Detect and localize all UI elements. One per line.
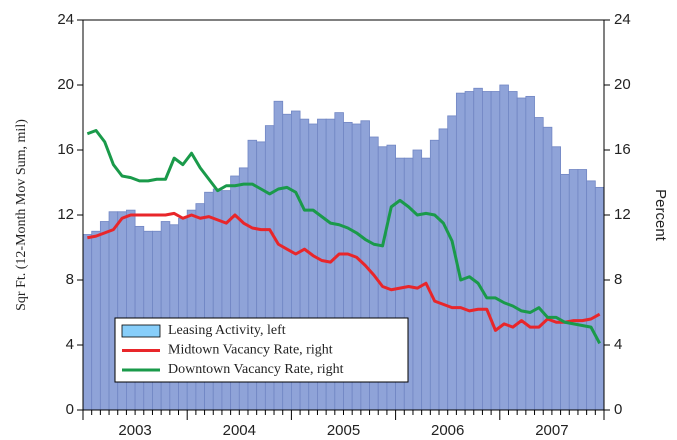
bar [516, 97, 527, 411]
y2-tick-label: 20 [614, 76, 631, 93]
y2-tick-label: 12 [614, 206, 631, 223]
bar [525, 95, 535, 411]
y2-tick-label: 0 [614, 401, 622, 418]
y2-tick-label: 24 [614, 11, 631, 28]
bar [482, 91, 492, 411]
bar [577, 169, 588, 411]
bar [82, 234, 93, 411]
y2-tick-label: 16 [614, 141, 631, 158]
y-tick-label: 8 [66, 271, 74, 288]
bar [447, 115, 457, 411]
x-tick-label: 2007 [535, 422, 568, 439]
bar [534, 117, 544, 411]
legend-label: Midtown Vacancy Rate, right [168, 343, 333, 358]
x-tick-label: 2003 [118, 422, 151, 439]
bar [499, 84, 509, 411]
y2-tick-label: 4 [614, 336, 622, 353]
bar [91, 230, 101, 411]
y2-tick-label: 8 [614, 271, 622, 288]
legend-label: Downtown Vacancy Rate, right [168, 362, 344, 377]
lines [86, 129, 601, 345]
bar [551, 146, 561, 411]
bar [568, 169, 579, 411]
bar [560, 173, 570, 411]
bar [490, 91, 501, 411]
bar [99, 221, 110, 411]
bar [586, 180, 596, 411]
y-tick-label: 24 [57, 11, 74, 28]
y-tick-label: 16 [57, 141, 74, 158]
bar [594, 186, 605, 411]
y-tick-label: 0 [66, 401, 74, 418]
x-tick-label: 2006 [431, 422, 464, 439]
legend-label: Leasing Activity, left [168, 323, 286, 338]
bar [438, 128, 449, 411]
line [87, 211, 601, 332]
y-tick-label: 12 [57, 206, 74, 223]
y-tick-label: 20 [57, 76, 74, 93]
legend-swatch [121, 324, 161, 338]
x-tick-label: 2005 [327, 422, 360, 439]
bar [464, 91, 475, 411]
y-tick-label: 4 [66, 336, 74, 353]
bar [473, 87, 483, 411]
bar [412, 149, 423, 411]
line [86, 129, 601, 345]
x-tick-label: 2004 [223, 422, 256, 439]
legend-box [114, 317, 409, 383]
bar [542, 126, 553, 411]
y2-axis-label: Percent [652, 189, 669, 242]
bar [508, 91, 518, 411]
bar [429, 139, 440, 411]
y-axis-label: Sqr Ft. (12-Month Mov Sum, mil) [14, 119, 29, 311]
bar [455, 92, 466, 411]
legend: Leasing Activity, left Midtown Vacancy Ra… [114, 317, 409, 383]
